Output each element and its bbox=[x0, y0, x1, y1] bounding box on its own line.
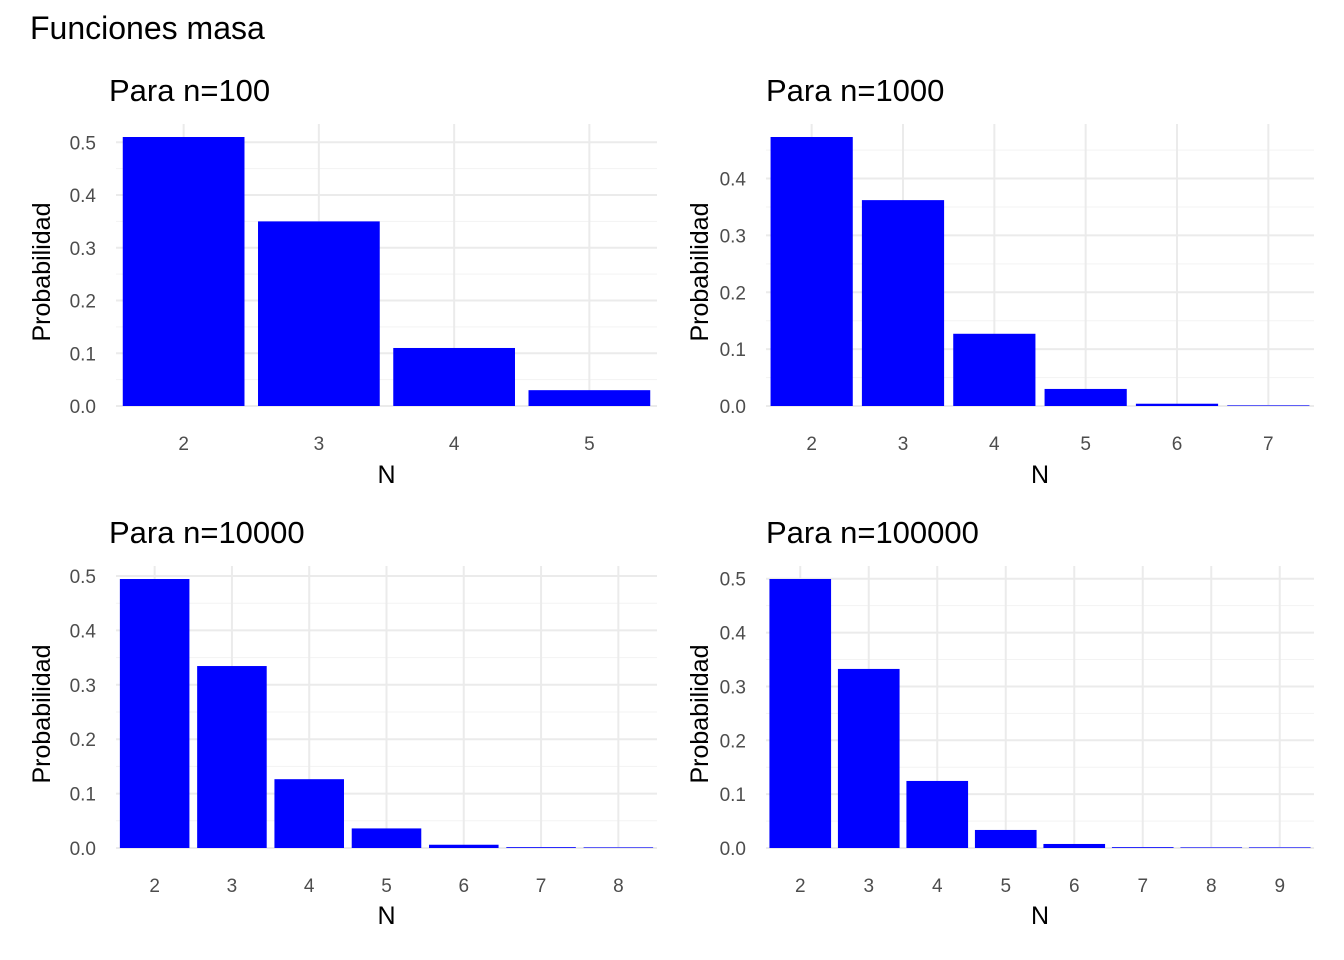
y-tick-label: 0.3 bbox=[720, 677, 746, 698]
y-tick-label: 0.4 bbox=[70, 621, 97, 642]
x-tick-label: 6 bbox=[1069, 876, 1080, 897]
bar-7 bbox=[1227, 405, 1310, 406]
x-axis-label: N bbox=[1031, 902, 1049, 930]
y-axis-label: Probabilidad bbox=[686, 203, 714, 342]
bar-2 bbox=[769, 579, 832, 848]
panel-title: Para n=1000 bbox=[766, 73, 944, 108]
panel-1: 0.0 0.1 0.2 0.3 0.4 0.5 2 3 4 5 Para n=100 N Probabi… bbox=[28, 73, 657, 489]
bar-2 bbox=[770, 137, 853, 406]
bar-4 bbox=[953, 333, 1036, 406]
bar-6 bbox=[429, 844, 499, 848]
x-axis-label: N bbox=[1031, 461, 1049, 489]
y-tick-label: 0.5 bbox=[720, 570, 746, 591]
y-axis-label: Probabilidad bbox=[28, 645, 56, 784]
y-axis-label: Probabilidad bbox=[686, 645, 714, 784]
panel-3: 0.0 0.1 0.2 0.3 0.4 0.5 2 3 4 5 6 7 8 Para n=10000 N Pr… bbox=[28, 515, 657, 930]
bar-6 bbox=[1135, 403, 1219, 406]
x-tick-label: 6 bbox=[458, 876, 469, 897]
x-tick-label: 3 bbox=[863, 876, 874, 897]
x-tick-label: 7 bbox=[1137, 876, 1148, 897]
y-tick-label: 0.2 bbox=[70, 730, 96, 751]
bar-4 bbox=[274, 779, 344, 848]
x-tick-label: 2 bbox=[806, 434, 817, 455]
panel-4: 0.0 0.1 0.2 0.3 0.4 0.5 2 3 4 5 6 7 8 9 Para n=100000 N… bbox=[686, 515, 1314, 930]
bar-5 bbox=[1044, 388, 1127, 406]
x-tick-label: 5 bbox=[584, 434, 595, 455]
y-tick-label: 0.3 bbox=[70, 676, 96, 697]
y-tick-label: 0.1 bbox=[720, 340, 746, 361]
x-tick-label: 9 bbox=[1274, 876, 1285, 897]
y-tick-label: 0.2 bbox=[70, 292, 96, 313]
figure-title: Funciones masa bbox=[30, 10, 265, 46]
bar-8 bbox=[1180, 847, 1243, 848]
bar-3 bbox=[258, 221, 380, 406]
y-tick-label: 0.3 bbox=[720, 226, 746, 247]
panel-title: Para n=100000 bbox=[766, 515, 979, 550]
y-tick-label: 0.1 bbox=[70, 785, 96, 806]
bar-6 bbox=[1043, 843, 1106, 848]
x-tick-label: 2 bbox=[149, 876, 160, 897]
x-tick-label: 7 bbox=[1263, 434, 1274, 455]
x-tick-label: 4 bbox=[449, 434, 460, 455]
bar-4 bbox=[906, 780, 969, 848]
bar-4 bbox=[393, 347, 515, 406]
y-tick-label: 0.1 bbox=[70, 344, 96, 365]
y-tick-label: 0.4 bbox=[720, 624, 747, 645]
bar-7 bbox=[1111, 847, 1174, 848]
x-tick-label: 8 bbox=[1206, 876, 1217, 897]
y-tick-label: 0.1 bbox=[720, 785, 746, 806]
y-axis-label: Probabilidad bbox=[28, 203, 56, 342]
y-tick-label: 0.2 bbox=[720, 283, 746, 304]
panel-2: 0.0 0.1 0.2 0.3 0.4 2 3 4 5 6 7 Para n=1000 N Probabi… bbox=[686, 73, 1314, 489]
y-tick-label: 0.5 bbox=[70, 133, 96, 154]
x-tick-label: 4 bbox=[304, 876, 315, 897]
x-tick-label: 3 bbox=[227, 876, 238, 897]
y-tick-label: 0.0 bbox=[70, 397, 96, 418]
bar-8 bbox=[583, 847, 654, 848]
x-tick-label: 5 bbox=[1080, 434, 1091, 455]
x-tick-label: 3 bbox=[898, 434, 909, 455]
x-tick-label: 6 bbox=[1172, 434, 1183, 455]
x-axis-label: N bbox=[377, 461, 395, 489]
bar-9 bbox=[1248, 847, 1311, 848]
y-tick-label: 0.0 bbox=[720, 397, 746, 418]
x-tick-label: 5 bbox=[381, 876, 392, 897]
bar-2 bbox=[122, 137, 245, 406]
x-tick-label: 4 bbox=[989, 434, 1000, 455]
x-tick-label: 7 bbox=[536, 876, 547, 897]
panel-title: Para n=100 bbox=[109, 73, 270, 108]
x-tick-label: 8 bbox=[613, 876, 624, 897]
bar-3 bbox=[837, 668, 900, 848]
y-tick-label: 0.2 bbox=[720, 731, 746, 752]
x-tick-label: 4 bbox=[932, 876, 943, 897]
x-axis-label: N bbox=[377, 902, 395, 930]
y-tick-label: 0.5 bbox=[70, 567, 96, 588]
panel-title: Para n=10000 bbox=[109, 515, 305, 550]
bar-2 bbox=[119, 579, 190, 848]
bar-3 bbox=[861, 200, 945, 406]
bar-7 bbox=[506, 847, 576, 848]
bar-5 bbox=[974, 829, 1037, 848]
y-tick-label: 0.4 bbox=[720, 170, 747, 191]
x-tick-label: 5 bbox=[1000, 876, 1011, 897]
x-tick-label: 3 bbox=[314, 434, 325, 455]
y-tick-label: 0.3 bbox=[70, 239, 96, 260]
bar-5 bbox=[351, 828, 422, 848]
x-tick-label: 2 bbox=[795, 876, 806, 897]
y-tick-label: 0.0 bbox=[70, 839, 96, 860]
bar-5 bbox=[528, 390, 651, 406]
y-tick-label: 0.4 bbox=[70, 186, 97, 207]
bar-3 bbox=[197, 666, 267, 848]
x-tick-label: 2 bbox=[178, 434, 189, 455]
y-tick-label: 0.0 bbox=[720, 839, 746, 860]
